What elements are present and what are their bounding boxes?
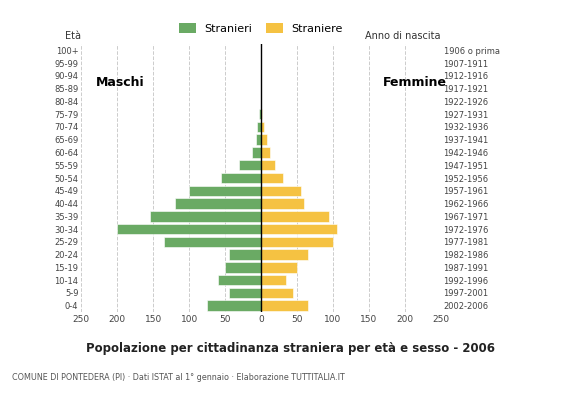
Bar	[261, 300, 308, 311]
Legend: Stranieri, Straniere: Stranieri, Straniere	[179, 23, 343, 34]
Bar	[261, 134, 267, 145]
Bar	[261, 198, 304, 209]
Bar	[240, 160, 261, 170]
Text: Anno di nascita: Anno di nascita	[365, 31, 441, 41]
Bar	[117, 224, 261, 234]
Text: Maschi: Maschi	[96, 76, 144, 89]
Text: Femmine: Femmine	[383, 76, 447, 89]
Bar	[258, 122, 261, 132]
Bar	[252, 147, 261, 158]
Bar	[189, 186, 261, 196]
Text: COMUNE DI PONTEDERA (PI) · Dati ISTAT al 1° gennaio · Elaborazione TUTTITALIA.IT: COMUNE DI PONTEDERA (PI) · Dati ISTAT al…	[12, 373, 345, 382]
Bar	[261, 109, 262, 120]
Bar	[175, 198, 261, 209]
Bar	[261, 160, 276, 170]
Bar	[261, 249, 308, 260]
Bar	[229, 288, 261, 298]
Bar	[256, 134, 261, 145]
Bar	[261, 211, 329, 222]
Bar	[261, 288, 293, 298]
Bar	[261, 262, 297, 272]
Bar	[261, 275, 286, 285]
Bar	[261, 186, 300, 196]
Bar	[261, 236, 333, 247]
Bar	[222, 173, 261, 183]
Bar	[261, 147, 270, 158]
Bar	[261, 224, 336, 234]
Bar	[225, 262, 261, 272]
Bar	[259, 109, 261, 120]
Bar	[229, 249, 261, 260]
Text: Popolazione per cittadinanza straniera per età e sesso - 2006: Popolazione per cittadinanza straniera p…	[85, 342, 495, 355]
Bar	[164, 236, 261, 247]
Bar	[207, 300, 261, 311]
Bar	[261, 173, 282, 183]
Text: Età: Età	[65, 32, 81, 42]
Bar	[218, 275, 261, 285]
Bar	[150, 211, 261, 222]
Bar	[261, 122, 264, 132]
